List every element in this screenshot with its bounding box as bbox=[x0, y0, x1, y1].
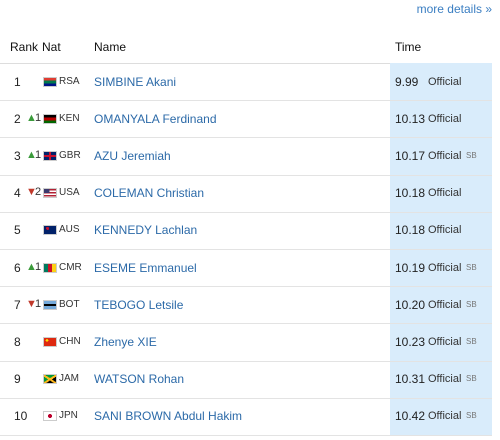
nat-code: CMR bbox=[59, 261, 82, 273]
row-separator bbox=[0, 323, 492, 325]
time: 10.20 bbox=[395, 297, 426, 312]
athlete-name[interactable]: Zhenye XIE bbox=[94, 335, 157, 349]
row-separator bbox=[0, 174, 492, 176]
time: 10.31 bbox=[395, 372, 426, 387]
athlete-name[interactable]: OMANYALA Ferdinand bbox=[94, 111, 217, 126]
athlete-name[interactable]: COLEMAN Christian bbox=[94, 186, 205, 201]
nat-code: USA bbox=[59, 187, 80, 199]
rank-change-arrow: ▲ bbox=[26, 149, 37, 161]
rank-change: 1 bbox=[35, 149, 42, 161]
row-separator bbox=[0, 397, 492, 399]
row-separator bbox=[0, 360, 492, 362]
status: Official bbox=[428, 224, 462, 237]
column-header: Nat bbox=[42, 40, 61, 54]
athlete-name[interactable]: KENNEDY Lachlan bbox=[94, 223, 198, 238]
flag bbox=[43, 225, 57, 236]
status: Official bbox=[428, 187, 462, 200]
row-separator bbox=[0, 211, 492, 213]
rank-change: 2 bbox=[35, 186, 42, 199]
nat-code: JAM bbox=[59, 373, 79, 385]
season-best: SB bbox=[466, 151, 477, 160]
time: 10.18 bbox=[395, 186, 426, 201]
athlete-name[interactable]: TEBOGO Letsile bbox=[94, 297, 184, 312]
status: Official bbox=[428, 261, 462, 274]
row-separator bbox=[0, 249, 492, 250]
rank: 8 bbox=[14, 335, 21, 349]
nat-code: RSA bbox=[59, 75, 80, 87]
nat-code: AUS bbox=[59, 224, 80, 236]
season-best: SB bbox=[466, 299, 477, 309]
time: 10.18 bbox=[395, 223, 426, 238]
rank: 6 bbox=[14, 260, 21, 275]
rank-change-arrow: ▲ bbox=[26, 260, 37, 273]
rank-change: 1 bbox=[35, 260, 42, 273]
athlete-name[interactable]: SIMBINE Akani bbox=[94, 74, 177, 89]
time: 10.17 bbox=[395, 149, 426, 163]
rank: 9 bbox=[14, 372, 21, 387]
status: Official bbox=[428, 150, 462, 162]
status: Official bbox=[428, 336, 462, 348]
rank: 2 bbox=[14, 111, 21, 126]
time: 9.99 bbox=[395, 74, 419, 89]
flag bbox=[43, 411, 57, 422]
rank: 5 bbox=[14, 223, 21, 238]
rank: 1 bbox=[14, 74, 21, 89]
rank-change: 1 bbox=[35, 297, 42, 310]
status: Official bbox=[428, 410, 462, 423]
row-separator bbox=[0, 100, 492, 102]
flag bbox=[43, 76, 57, 87]
time: 10.19 bbox=[395, 260, 426, 275]
column-header: Name bbox=[94, 40, 127, 54]
column-header: Time bbox=[395, 40, 422, 54]
rank-change-arrow: ▲ bbox=[26, 111, 37, 124]
status: Official bbox=[428, 112, 462, 125]
flag bbox=[43, 299, 57, 310]
athlete-name[interactable]: WATSON Rohan bbox=[94, 372, 185, 387]
season-best: SB bbox=[466, 262, 477, 272]
rank-change-arrow: ▼ bbox=[26, 297, 37, 310]
flag bbox=[43, 262, 57, 273]
table-header bbox=[0, 30, 492, 64]
rank: 4 bbox=[14, 186, 21, 201]
row-separator bbox=[0, 286, 492, 288]
flag bbox=[43, 374, 57, 385]
nat-code: GBR bbox=[59, 150, 81, 161]
flag bbox=[43, 337, 57, 347]
rank: 10 bbox=[14, 409, 28, 424]
nat-code: CHN bbox=[59, 336, 81, 347]
flag bbox=[43, 151, 57, 161]
rank: 3 bbox=[14, 149, 21, 163]
athlete-name[interactable]: AZU Jeremiah bbox=[94, 149, 171, 163]
athlete-name[interactable]: ESEME Emmanuel bbox=[94, 260, 197, 275]
nat-code: BOT bbox=[59, 298, 80, 310]
time: 10.13 bbox=[395, 111, 426, 126]
row-separator bbox=[0, 435, 492, 436]
rank-change-arrow: ▼ bbox=[26, 186, 37, 199]
more-details-link[interactable]: more details » bbox=[416, 2, 492, 16]
flag bbox=[43, 188, 57, 199]
status: Official bbox=[428, 373, 462, 386]
row-separator bbox=[0, 137, 492, 139]
season-best: SB bbox=[466, 337, 477, 346]
column-header: Rank bbox=[10, 40, 39, 54]
time: 10.42 bbox=[395, 409, 426, 424]
season-best: SB bbox=[466, 411, 477, 421]
nat-code: JPN bbox=[59, 410, 78, 422]
time: 10.23 bbox=[395, 335, 426, 349]
athlete-name[interactable]: SANI BROWN Abdul Hakim bbox=[94, 409, 243, 424]
status: Official bbox=[428, 298, 462, 311]
status: Official bbox=[428, 75, 462, 88]
rank: 7 bbox=[14, 297, 21, 312]
season-best: SB bbox=[466, 374, 477, 384]
flag bbox=[43, 113, 57, 124]
nat-code: KEN bbox=[59, 112, 80, 124]
rank-change: 1 bbox=[35, 111, 42, 124]
